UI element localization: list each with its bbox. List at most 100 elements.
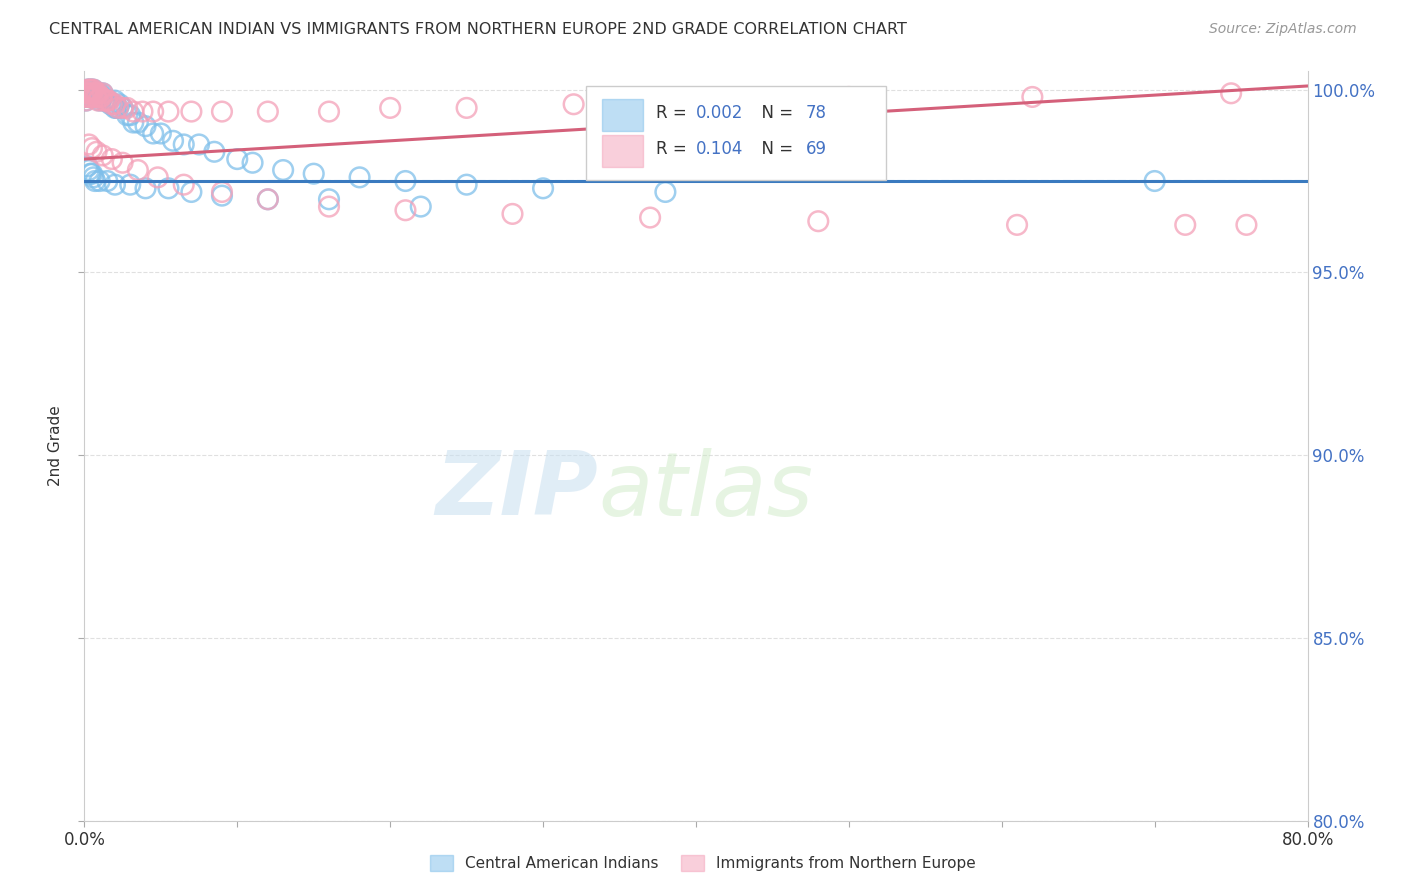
FancyBboxPatch shape (586, 87, 886, 180)
Point (91, 148, 114, 162)
Point (83, 82, 105, 96)
Point (97, 94, 120, 108)
Point (75, 90, 97, 104)
Point (79, 87, 101, 101)
Point (211, 188, 233, 202)
Point (108, 97, 131, 112)
Point (77, 90, 100, 104)
Point (1005, 218, 1028, 232)
Point (86, 90, 108, 104)
Point (120, 108, 142, 122)
Point (76, 82, 98, 96)
Point (162, 134, 184, 148)
Point (96, 94, 118, 108)
Point (79, 90, 101, 104)
Point (1220, 87, 1243, 101)
Point (84, 90, 107, 104)
Point (75, 94, 97, 108)
Point (180, 104, 202, 119)
Point (107, 101, 129, 115)
Point (131, 104, 153, 119)
Point (75, 87, 97, 101)
Point (80, 141, 103, 155)
Point (127, 163, 149, 178)
Point (87, 87, 110, 101)
Point (202, 145, 225, 159)
Point (79, 167, 101, 181)
Point (75, 94, 97, 108)
Text: Source: ZipAtlas.com: Source: ZipAtlas.com (1209, 22, 1357, 37)
Point (91, 87, 114, 101)
Point (76, 82, 98, 96)
Point (1143, 174, 1166, 188)
Point (101, 97, 124, 112)
Point (84, 87, 107, 101)
Point (807, 214, 830, 228)
Point (101, 152, 124, 166)
Y-axis label: 2nd Grade: 2nd Grade (48, 406, 63, 486)
Point (456, 178, 478, 192)
Point (1236, 218, 1258, 232)
Point (349, 170, 371, 185)
Point (111, 101, 134, 115)
Point (394, 203, 416, 218)
Point (1021, 90, 1043, 104)
Point (104, 101, 127, 115)
Text: R =: R = (655, 139, 692, 158)
Point (75, 87, 97, 101)
Point (91, 90, 114, 104)
Point (89, 87, 111, 101)
Point (242, 155, 264, 169)
Point (96, 94, 118, 108)
Point (80, 90, 103, 104)
Point (127, 115, 149, 129)
Text: 0.104: 0.104 (696, 139, 744, 158)
Point (122, 104, 145, 119)
Point (86, 87, 108, 101)
Point (149, 127, 172, 141)
FancyBboxPatch shape (602, 135, 644, 167)
Point (80, 167, 103, 181)
Point (685, 94, 707, 108)
Point (257, 192, 280, 206)
Point (79, 87, 101, 101)
Point (111, 155, 134, 169)
Point (76, 87, 98, 101)
Point (157, 104, 180, 119)
Point (94, 94, 117, 108)
Point (89, 94, 111, 108)
Point (257, 192, 280, 206)
Point (135, 181, 157, 195)
Point (122, 115, 145, 129)
Point (96, 174, 118, 188)
Point (318, 104, 340, 119)
Point (77, 82, 100, 96)
Point (86, 145, 108, 159)
Point (157, 181, 180, 195)
Point (188, 137, 211, 152)
Text: CENTRAL AMERICAN INDIAN VS IMMIGRANTS FROM NORTHERN EUROPE 2ND GRADE CORRELATION: CENTRAL AMERICAN INDIAN VS IMMIGRANTS FR… (49, 22, 907, 37)
Point (104, 94, 127, 108)
Point (91, 94, 114, 108)
Text: 78: 78 (806, 103, 827, 121)
Point (98, 97, 121, 112)
Point (654, 185, 676, 199)
Point (80, 82, 103, 96)
Point (79, 82, 101, 96)
Point (211, 185, 233, 199)
Text: atlas: atlas (598, 448, 813, 534)
Text: 0.002: 0.002 (696, 103, 744, 121)
Point (91, 87, 114, 101)
Point (115, 101, 138, 115)
Point (80, 87, 103, 101)
FancyBboxPatch shape (602, 99, 644, 130)
Point (77, 137, 100, 152)
Point (271, 163, 294, 178)
Point (83, 87, 105, 101)
Point (80, 82, 103, 96)
Text: N =: N = (751, 139, 799, 158)
Point (142, 104, 165, 119)
Point (111, 101, 134, 115)
Point (75, 90, 97, 104)
Point (79, 87, 101, 101)
